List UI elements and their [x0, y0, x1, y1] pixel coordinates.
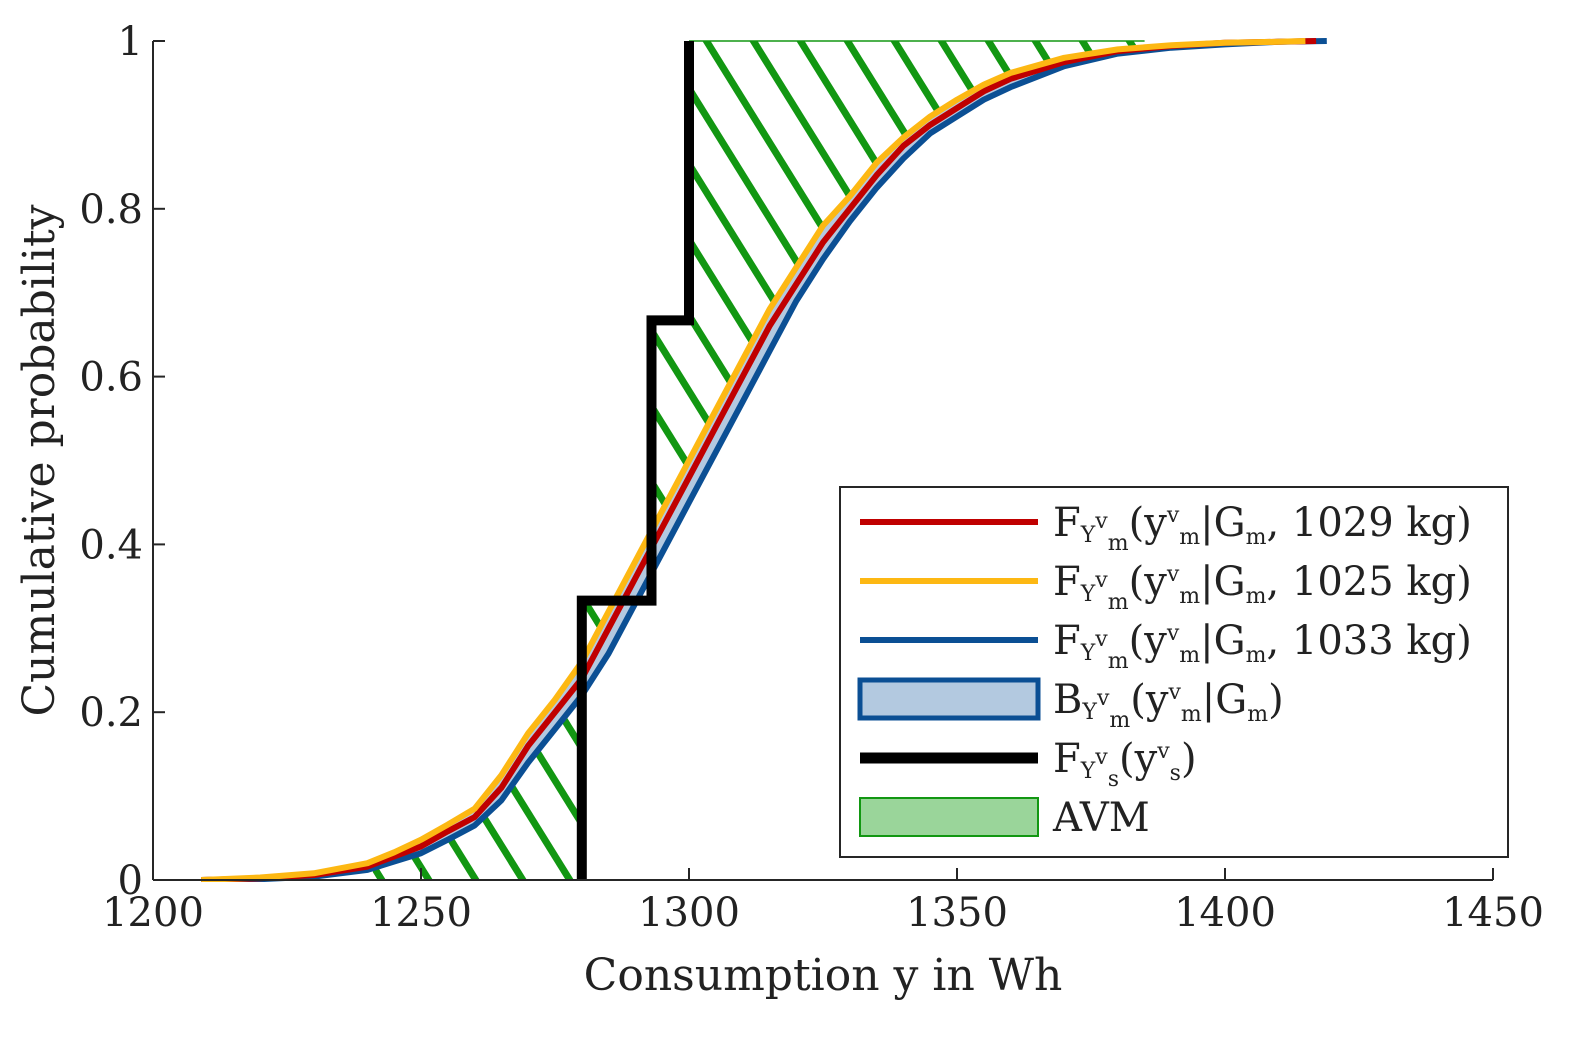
legend-label-part: , 1025 kg)	[1266, 559, 1471, 605]
legend-label-part: v	[1096, 686, 1110, 711]
legend-box	[839, 486, 1509, 858]
y-tick-label: 0.8	[79, 187, 143, 233]
legend-label-part: m	[1108, 649, 1129, 674]
legend-label-part: AVM	[1052, 795, 1150, 841]
legend-label: FYvs(yvs)	[1053, 736, 1197, 792]
legend: FYvm(yvm|Gm, 1029 kg)FYvm(yvm|Gm, 1025 k…	[839, 486, 1509, 858]
legend-label-part: |G	[1200, 559, 1245, 605]
legend-label-part: (y	[1129, 559, 1168, 605]
y-axis-title: Cumulative probability	[14, 204, 65, 716]
legend-label: AVM	[1052, 795, 1150, 841]
y-tick-label: 0.2	[79, 690, 143, 736]
legend-label: FYvm(yvm|Gm, 1025 kg)	[1053, 559, 1472, 615]
legend-label-part: F	[1053, 618, 1081, 664]
legend-label-part: v	[1167, 680, 1181, 705]
x-tick-label: 1300	[638, 890, 740, 936]
legend-label-part: (y	[1129, 618, 1168, 664]
x-tick-label: 1350	[906, 890, 1008, 936]
legend-label-part: m	[1179, 525, 1200, 550]
legend-label-part: v	[1094, 627, 1108, 652]
legend-label-part: F	[1053, 500, 1081, 546]
legend-label-part: m	[1108, 531, 1129, 556]
legend-swatch-band	[857, 677, 1041, 721]
legend-label-part: m	[1109, 708, 1130, 733]
legend-label-part: v	[1094, 745, 1108, 770]
legend-label-part: v	[1094, 568, 1108, 593]
legend-label-part: |G	[1200, 618, 1245, 664]
legend-label-part: Y	[1081, 700, 1097, 725]
x-tick-label: 1450	[1442, 890, 1544, 936]
avm-hatch-line	[372, 41, 619, 880]
legend-label-part: Y	[1080, 641, 1096, 666]
legend-label-part: |G	[1202, 677, 1247, 723]
legend-label-part: v	[1156, 739, 1170, 764]
legend-label-part: Y	[1080, 523, 1096, 548]
legend-label-part: m	[1179, 643, 1200, 668]
y-tick-label: 0	[118, 858, 143, 904]
legend-label-part: m	[1246, 584, 1267, 609]
series-step-line	[576, 41, 694, 880]
y-tick-label: 0.6	[79, 355, 143, 401]
x-tick-label: 1200	[102, 890, 204, 936]
y-tick-label: 1	[118, 19, 143, 65]
legend-label-part: m	[1246, 643, 1267, 668]
x-tick-label: 1400	[1174, 890, 1276, 936]
series-1033kg-line	[201, 38, 1327, 882]
legend-label-part: Y	[1080, 759, 1096, 784]
x-tick-label: 1250	[370, 890, 472, 936]
legend-label-part: m	[1108, 590, 1129, 615]
legend-label-part: s	[1108, 767, 1119, 792]
legend-label-part: B	[1053, 677, 1082, 723]
y-tick-label: 0.4	[79, 522, 143, 568]
avm-hatch-line	[1527, 0, 1572, 1030]
legend-label-part: m	[1181, 702, 1202, 727]
legend-label-part: (y	[1130, 677, 1169, 723]
avm-hatch-line	[372, 41, 572, 880]
legend-label: BYvm(yvm|Gm)	[1053, 677, 1284, 733]
legend-label-part: m	[1247, 702, 1268, 727]
legend-label-part: (y	[1119, 736, 1158, 782]
legend-label-part: m	[1246, 525, 1267, 550]
legend-label: FYvm(yvm|Gm, 1033 kg)	[1053, 618, 1472, 674]
legend-label-part: F	[1053, 559, 1081, 605]
legend-label-part: m	[1179, 584, 1200, 609]
legend-label-part: , 1029 kg)	[1266, 500, 1471, 546]
legend-label-part: v	[1166, 503, 1180, 528]
x-axis-title: Consumption y in Wh	[584, 950, 1063, 1001]
legend-label-part: F	[1053, 736, 1081, 782]
avm-hatch-line	[372, 41, 713, 880]
legend-label-part: (y	[1129, 500, 1168, 546]
legend-label-part: )	[1268, 677, 1284, 723]
legend-label-part: |G	[1200, 500, 1245, 546]
legend-label-part: Y	[1080, 582, 1096, 607]
legend-label-part: v	[1094, 509, 1108, 534]
legend-label-part: v	[1166, 562, 1180, 587]
avm-hatch-line	[372, 41, 525, 880]
legend-label: FYvm(yvm|Gm, 1029 kg)	[1053, 500, 1472, 556]
legend-label-part: s	[1170, 761, 1181, 786]
legend-label-part: , 1033 kg)	[1266, 618, 1471, 664]
series-1029kg-line	[201, 38, 1317, 882]
axes: 1200 1250 1300 1350 1400 1450 0 0.2 0.4 0.6 0.8 1 Co…	[14, 19, 1544, 1001]
legend-label-part: v	[1166, 621, 1180, 646]
series-lines	[201, 38, 1327, 882]
legend-swatch-area	[859, 797, 1039, 837]
series-1025kg-line	[201, 38, 1306, 882]
legend-label-part: )	[1181, 736, 1197, 782]
avm-hatch-line	[372, 41, 666, 880]
